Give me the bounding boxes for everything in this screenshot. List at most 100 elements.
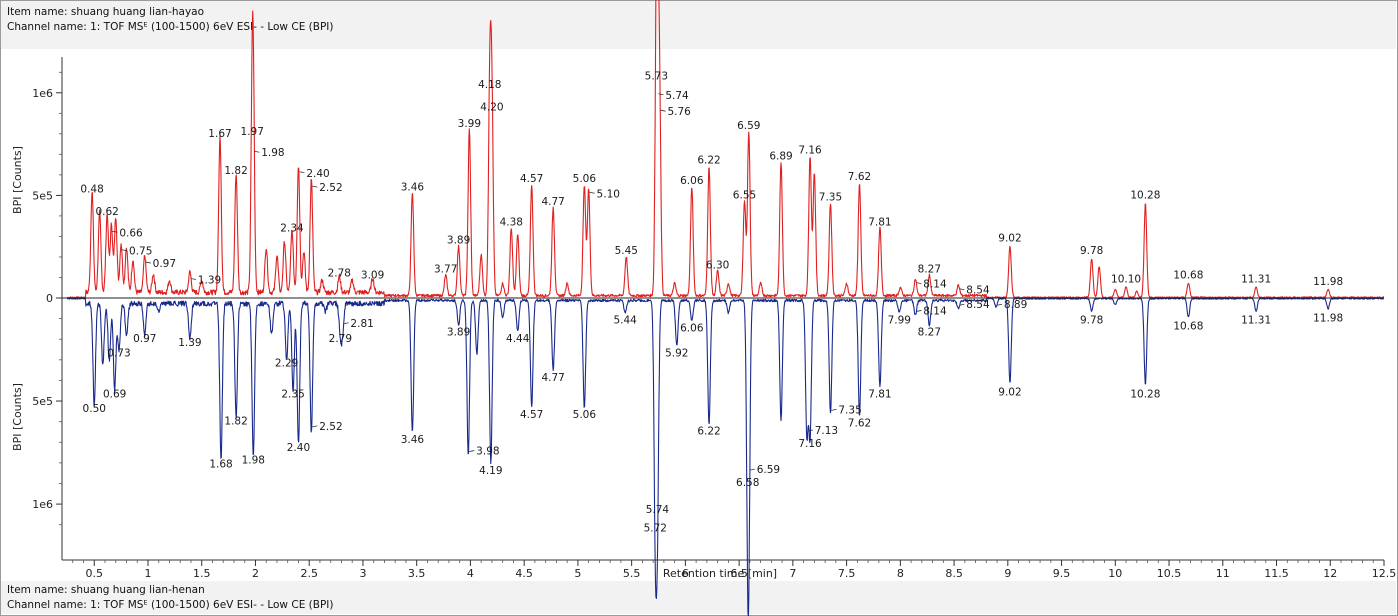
peak-label: 7.16: [798, 438, 822, 450]
peak-label: 7.62: [848, 417, 871, 429]
peak-label: 8.27: [918, 263, 941, 275]
x-tick-label: 1.5: [193, 567, 211, 580]
peak-label-leader: [343, 322, 349, 325]
peak-label: 0.97: [133, 333, 156, 345]
peak-label: 6.59: [757, 464, 780, 476]
peak-label: 2.40: [306, 168, 329, 180]
x-tick-label: 3: [359, 567, 366, 580]
peak-label: 2.78: [328, 268, 351, 280]
peak-label: 9.78: [1080, 245, 1103, 257]
peak-label: 8.54: [966, 285, 990, 297]
peak-label: 0.48: [80, 183, 103, 195]
chart-peak-labels: 5.73 4.18 5.74 5.76 4.20 3.99 6.59 1.97 1.67 1.98…: [80, 71, 1343, 535]
peak-label: 6.89: [769, 151, 792, 163]
peak-label: 1.98: [261, 147, 284, 159]
peak-label: 3.99: [458, 118, 481, 130]
peak-label: 10.28: [1130, 190, 1160, 202]
peak-label: 4.38: [500, 216, 523, 228]
peak-label: 5.45: [615, 245, 638, 257]
peak-label: 6.06: [680, 175, 704, 187]
peak-label: 3.89: [447, 235, 470, 247]
x-tick-label: 9.5: [1053, 567, 1071, 580]
peak-label-leader: [312, 185, 318, 188]
top-item-name: Item name: shuang huang lian-hayao: [7, 6, 205, 18]
chart-axes: 0.5 1 1.5 2 2.5 3 3.5 4 4.5 5 5.5 6 6.5 7 7.5 8 8.5 9 9.5 1…: [32, 57, 1396, 580]
x-axis-title: Retention time [min]: [663, 567, 777, 580]
peak-label: 1.68: [209, 459, 232, 471]
peak-label: 0.97: [153, 258, 176, 270]
peak-label: 2.29: [275, 358, 298, 370]
peak-label: 2.79: [329, 333, 352, 345]
peak-label: 6.06: [680, 323, 704, 335]
peak-label-leader: [254, 150, 260, 153]
x-tick-label: 8.5: [945, 567, 963, 580]
x-tick-label: 1: [144, 567, 151, 580]
peak-label: 3.98: [476, 446, 499, 458]
peak-label: 4.77: [541, 372, 564, 384]
peak-label: 6.59: [737, 120, 760, 132]
bottom-channel-name: Channel name: 1: TOF MSᴱ (100-1500) 6eV …: [7, 599, 334, 611]
peak-label: 7.35: [819, 192, 842, 204]
peak-label: 5.10: [597, 188, 620, 200]
peak-label: 5.74: [665, 90, 689, 102]
x-tick-label: 6: [682, 567, 689, 580]
peak-label: 4.18: [478, 79, 501, 91]
peak-label-leader: [807, 429, 813, 432]
peak-label: 4.57: [520, 409, 543, 421]
peak-label-leader: [959, 288, 965, 291]
peak-label: 4.20: [480, 101, 503, 113]
x-tick-label: 6.5: [730, 567, 748, 580]
x-tick-label: 4.5: [515, 567, 533, 580]
peak-label: 7.13: [815, 425, 838, 437]
peak-label: 3.09: [361, 270, 384, 282]
peak-label: 7.35: [838, 404, 861, 416]
peak-label-leader: [299, 171, 305, 174]
peak-label: 2.34: [280, 222, 304, 234]
peak-label: 7.81: [868, 389, 891, 401]
peak-label: 5.06: [573, 173, 597, 185]
peak-label: 8.89: [1004, 299, 1027, 311]
peak-label-leader: [145, 261, 151, 264]
peak-label: 1.82: [224, 415, 247, 427]
peak-label: 5.74: [646, 504, 670, 516]
peak-label: 2.52: [319, 421, 342, 433]
x-tick-label: 10: [1108, 567, 1122, 580]
y-axis-title-bottom: BPI [Counts]: [11, 383, 24, 451]
peak-label: 3.46: [401, 181, 425, 193]
peak-label: 11.98: [1313, 276, 1343, 288]
top-trace-header: Item name: shuang huang lian-hayao Chann…: [1, 1, 1396, 49]
peak-label: 4.77: [541, 196, 564, 208]
y-top-label: 1e6: [32, 87, 53, 100]
peak-label: 4.19: [479, 465, 502, 477]
x-tick-label: 5: [574, 567, 581, 580]
peak-label: 0.66: [119, 227, 143, 239]
x-tick-label: 9: [1004, 567, 1011, 580]
peak-label: 5.44: [613, 314, 637, 326]
peak-label: 5.06: [573, 409, 597, 421]
peak-label: 7.99: [888, 314, 911, 326]
y-top-label: 0: [46, 292, 53, 305]
peak-label: 1.98: [242, 455, 265, 467]
peak-label: 7.62: [848, 171, 871, 183]
peak-label: 6.58: [736, 477, 759, 489]
peak-label: 2.40: [287, 442, 310, 454]
peak-label: 2.52: [319, 182, 342, 194]
peak-label: 9.02: [998, 386, 1021, 398]
peak-label-leader: [122, 249, 128, 252]
peak-label-leader: [469, 450, 475, 452]
bottom-item-name: Item name: shuang huang lian-henan: [7, 584, 205, 596]
x-tick-label: 11.5: [1264, 567, 1289, 580]
peak-label-leader: [959, 303, 965, 306]
x-tick-label: 8: [897, 567, 904, 580]
y-bottom-label: 5e5: [32, 395, 53, 408]
peak-label: 7.16: [798, 144, 822, 156]
chart-traces: [62, 0, 1385, 616]
peak-label: 10.68: [1173, 270, 1203, 282]
peak-label: 1.82: [224, 165, 247, 177]
peak-label-leader: [112, 230, 118, 233]
peak-label: 11.31: [1241, 274, 1271, 286]
peak-label: 3.89: [447, 327, 470, 339]
peak-label: 10.68: [1173, 321, 1203, 333]
peak-label-leader: [916, 310, 922, 312]
